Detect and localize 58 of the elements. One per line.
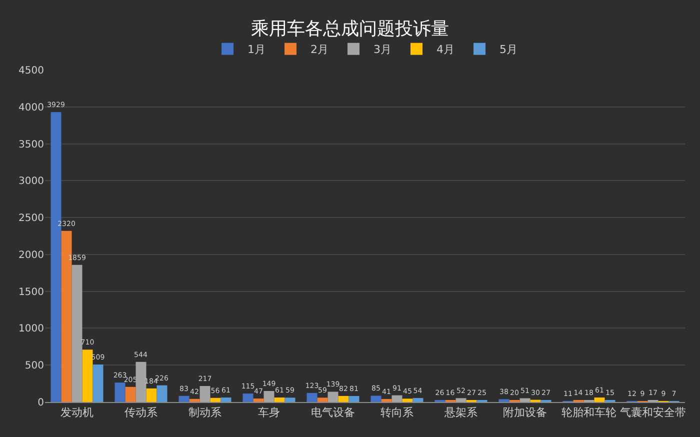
x-tick-label: 气囊和安全带 (620, 406, 686, 420)
bar (402, 398, 413, 402)
bar (392, 395, 402, 402)
bar (412, 398, 424, 402)
x-tick-label: 车身 (258, 406, 280, 420)
bar (189, 398, 200, 402)
bar (125, 386, 136, 402)
bar (82, 350, 93, 402)
bar (348, 396, 360, 402)
bar (381, 398, 392, 402)
y-tick-label: 4000 (18, 102, 44, 114)
y-tick-label: 1000 (18, 324, 44, 335)
x-tick-label: 发动机 (60, 406, 94, 420)
bar (220, 398, 232, 402)
legend-label: 3月 (374, 43, 392, 56)
bar (92, 364, 104, 402)
bar (264, 391, 274, 402)
bar (114, 382, 126, 402)
legend-label: 5月 (500, 43, 518, 56)
bar (242, 394, 254, 402)
y-tick-label: 2500 (18, 213, 44, 224)
y-tick-label: 500 (24, 360, 44, 372)
chart-title: 乘用车各总成问题投诉量 (251, 18, 449, 40)
x-tick-label: 转向系 (380, 406, 414, 420)
bar (317, 398, 328, 402)
x-tick-label: 附加设备 (503, 406, 547, 420)
y-tick-label: 0 (38, 398, 44, 408)
y-tick-label: 3000 (18, 176, 44, 188)
legend-label: 1月 (248, 43, 266, 56)
bar (200, 386, 210, 402)
bar (72, 264, 82, 402)
legend-label: 2月 (310, 43, 328, 56)
bar (306, 392, 318, 402)
bar (498, 399, 510, 402)
y-tick-label: 4500 (18, 66, 44, 76)
bar (136, 362, 146, 402)
bar (370, 396, 382, 402)
y-tick-label: 3500 (18, 139, 44, 150)
bar (178, 396, 190, 402)
bar (284, 398, 296, 402)
bar (274, 398, 285, 402)
y-tick-label: 2000 (18, 250, 44, 261)
bar (520, 398, 530, 402)
bar (210, 398, 221, 402)
x-tick-label: 传动系 (124, 406, 158, 420)
bar (456, 398, 466, 402)
legend-label: 4月 (436, 43, 454, 56)
x-tick-label: 悬架系 (444, 406, 478, 420)
bar (338, 396, 349, 402)
y-tick-label: 1500 (18, 286, 44, 298)
bar (146, 388, 157, 402)
bar (328, 392, 338, 402)
bar (253, 398, 264, 402)
x-tick-label: 轮胎和车轮 (562, 406, 616, 420)
x-tick-label: 制动系 (188, 406, 222, 420)
bar (156, 385, 168, 402)
x-tick-label: 电气设备 (311, 406, 355, 420)
bar (594, 398, 605, 402)
